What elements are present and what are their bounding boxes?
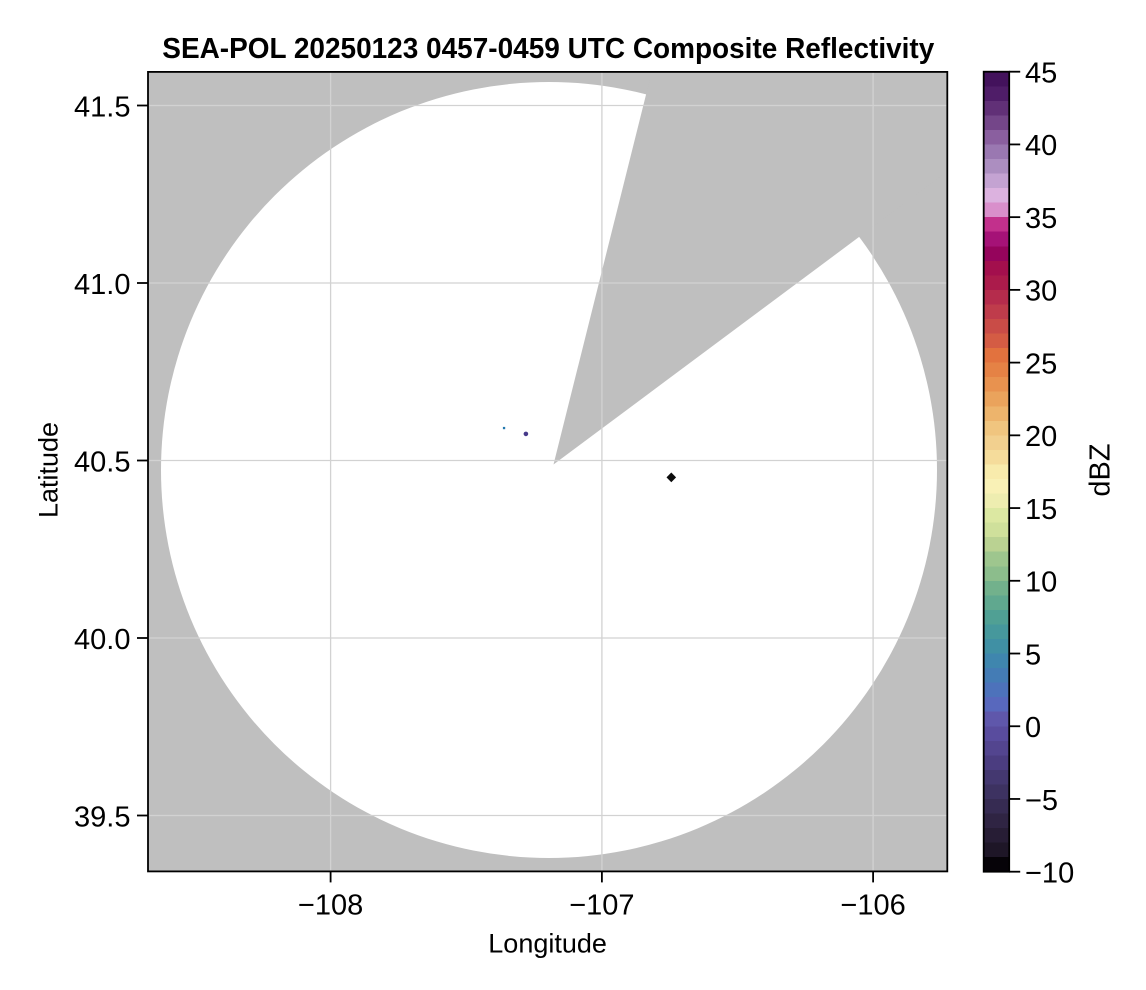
svg-text:25: 25 <box>1025 348 1057 380</box>
svg-text:35: 35 <box>1025 203 1057 235</box>
svg-text:dBZ: dBZ <box>1085 443 1117 496</box>
svg-text:0: 0 <box>1025 712 1041 744</box>
svg-text:40: 40 <box>1025 130 1057 162</box>
svg-text:−107: −107 <box>569 890 634 922</box>
svg-text:−5: −5 <box>1025 785 1058 817</box>
svg-text:45: 45 <box>1025 58 1057 90</box>
svg-text:Latitude: Latitude <box>33 422 63 518</box>
svg-text:39.5: 39.5 <box>74 801 130 833</box>
svg-text:30: 30 <box>1025 276 1057 308</box>
svg-text:41.5: 41.5 <box>74 91 130 123</box>
svg-text:40.0: 40.0 <box>74 624 130 656</box>
svg-text:10: 10 <box>1025 567 1057 599</box>
svg-text:Longitude: Longitude <box>488 929 607 959</box>
svg-text:41.0: 41.0 <box>74 269 130 301</box>
svg-text:−108: −108 <box>298 890 363 922</box>
svg-text:40.5: 40.5 <box>74 446 130 478</box>
svg-text:SEA-POL 20250123 0457-0459 UTC: SEA-POL 20250123 0457-0459 UTC Composite… <box>162 33 934 65</box>
svg-text:−10: −10 <box>1025 858 1074 890</box>
svg-text:20: 20 <box>1025 421 1057 453</box>
svg-text:−106: −106 <box>840 890 905 922</box>
svg-text:5: 5 <box>1025 639 1041 671</box>
svg-text:15: 15 <box>1025 494 1057 526</box>
